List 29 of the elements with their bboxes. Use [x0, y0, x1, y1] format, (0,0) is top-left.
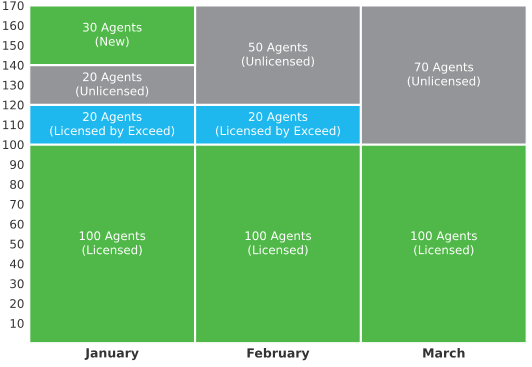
x-tick-label: January	[84, 348, 139, 360]
y-tick-label: 20	[10, 299, 24, 308]
data-label: 100 Agents (Licensed)	[80, 231, 146, 256]
y-tick-label: 150	[3, 40, 24, 50]
y-tick-label: 140	[3, 60, 24, 70]
data-label: 30 Agents (New)	[83, 22, 142, 48]
y-tick-label: 90	[10, 160, 24, 170]
data-label: 50 Agents (Unlicensed)	[242, 42, 314, 68]
y-tick-label: 10	[10, 319, 24, 328]
data-label: 20 Agents (Licensed by Exceed)	[50, 112, 174, 138]
data-label: 20 Agents (Licensed by Exceed)	[216, 112, 340, 138]
data-label: 100 Agents (Licensed)	[411, 231, 477, 256]
y-tick-label: 120	[3, 100, 24, 110]
y-tick-label: 100	[3, 140, 24, 150]
y-tick-label: 30	[10, 279, 24, 288]
y-tick-label: 80	[10, 180, 24, 189]
y-tick-label: 50	[10, 240, 24, 248]
y-tick-label: 40	[10, 259, 24, 268]
data-label: 20 Agents (Unlicensed)	[76, 72, 148, 97]
x-tick-label: March	[423, 348, 464, 358]
data-label: 100 Agents (Licensed)	[246, 231, 312, 256]
y-tick-label: 60	[10, 220, 24, 229]
y-tick-label: 170	[3, 1, 24, 10]
data-label: 70 Agents (Unlicensed)	[408, 62, 480, 87]
y-tick-label: 110	[3, 120, 24, 130]
y-tick-label: 160	[3, 21, 24, 30]
y-tick-label: 70	[10, 200, 24, 209]
x-tick-label: February	[247, 348, 310, 360]
y-tick-label: 130	[3, 80, 24, 90]
